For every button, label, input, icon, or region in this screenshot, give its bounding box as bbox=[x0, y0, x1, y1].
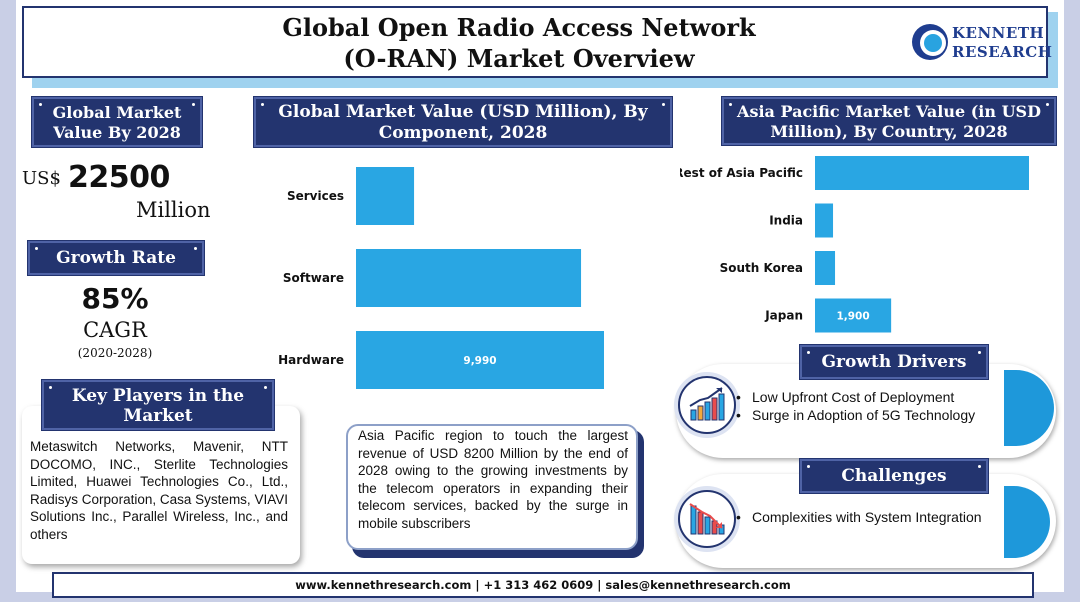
category-label: Services bbox=[287, 189, 344, 203]
category-label: Hardware bbox=[278, 353, 344, 367]
decline-chart-icon bbox=[678, 490, 736, 548]
footer-contact: www.kennethresearch.com | +1 313 462 060… bbox=[52, 572, 1034, 598]
growth-rate-heading: Growth Rate bbox=[28, 241, 204, 275]
component-chart-title: Global Market Value (USD Million), By Co… bbox=[254, 97, 672, 147]
decline-chart-icon-graphic bbox=[689, 503, 725, 535]
frame-left bbox=[0, 0, 16, 602]
key-players-text: Metaswitch Networks, Mavenir, NTT DOCOMO… bbox=[30, 439, 288, 542]
category-label: India bbox=[769, 214, 803, 228]
bar bbox=[815, 203, 834, 238]
category-label: South Korea bbox=[720, 261, 803, 275]
cagr-value: 85% bbox=[81, 282, 149, 315]
market-value-unit: Million bbox=[136, 198, 211, 222]
bar bbox=[356, 167, 415, 225]
data-label: 1,900 bbox=[836, 311, 869, 323]
category-label: Japan bbox=[764, 309, 803, 323]
logo-line-2: RESEARCH bbox=[952, 43, 1053, 61]
kenneth-research-logo: KENNETH RESEARCH bbox=[912, 18, 1052, 72]
growth-driver-item: Low Upfront Cost of Deployment bbox=[734, 389, 1002, 407]
market-value-heading: Global Market Value By 2028 bbox=[32, 97, 202, 147]
apac-chart-title: Asia Pacific Market Value (in USD Millio… bbox=[722, 97, 1056, 145]
cagr-period: (2020-2028) bbox=[77, 346, 153, 360]
page-title: Global Open Radio Access Network (O-RAN)… bbox=[24, 12, 1014, 74]
growth-chart-icon-graphic bbox=[689, 387, 725, 421]
logo-text: KENNETH RESEARCH bbox=[952, 24, 1052, 62]
growth-drivers-heading: Growth Drivers bbox=[800, 345, 988, 379]
currency-label: US$ bbox=[22, 168, 61, 189]
logo-line-1: KENNETH bbox=[952, 24, 1045, 42]
title-line-2: (O-RAN) Market Overview bbox=[343, 44, 695, 73]
bar bbox=[815, 251, 836, 285]
key-players-heading: Key Players in the Market bbox=[42, 380, 274, 430]
category-label: Software bbox=[283, 271, 344, 285]
logo-mark-core bbox=[924, 34, 942, 52]
bar bbox=[815, 156, 1029, 190]
growth-chart-icon bbox=[678, 376, 736, 434]
market-value-number: 22500 bbox=[68, 160, 170, 195]
data-label: 9,990 bbox=[463, 355, 496, 367]
growth-driver-item: Surge in Adoption of 5G Technology bbox=[734, 407, 1002, 425]
bar bbox=[815, 298, 892, 333]
key-players-card bbox=[22, 406, 300, 564]
title-line-1: Global Open Radio Access Network bbox=[282, 13, 756, 42]
bar bbox=[356, 331, 604, 389]
category-label: Rest of Asia Pacific bbox=[680, 166, 803, 180]
bar bbox=[356, 249, 582, 307]
challenges-heading: Challenges bbox=[800, 459, 988, 493]
component-bar-chart: Services Software Hardware 9,990 bbox=[278, 167, 604, 389]
apac-bar-chart: Rest of Asia Pacific India South Korea Japa… bbox=[680, 156, 1029, 333]
frame-right bbox=[1064, 0, 1080, 602]
title-box: Global Open Radio Access Network (O-RAN)… bbox=[22, 6, 1052, 78]
note-box bbox=[346, 424, 638, 550]
challenges-list: Complexities with System Integration bbox=[734, 509, 1002, 527]
challenge-item: Complexities with System Integration bbox=[734, 509, 1002, 527]
note-text: Asia Pacific region to touch the largest… bbox=[358, 428, 628, 531]
cagr-label: CAGR bbox=[83, 318, 147, 342]
growth-drivers-list: Low Upfront Cost of Deployment Surge in … bbox=[734, 389, 1002, 424]
